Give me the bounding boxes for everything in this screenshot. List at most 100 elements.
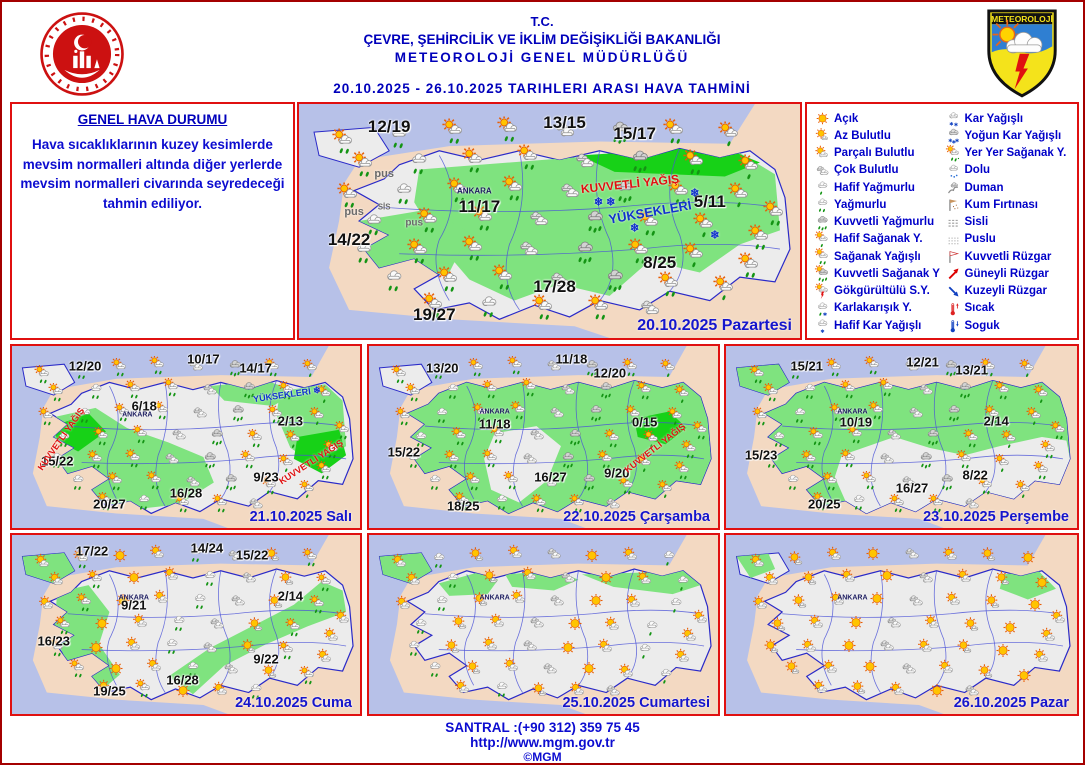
legend-item: Parçalı Bulutlu (814, 145, 943, 162)
temperature-label: 16/23 (37, 633, 71, 649)
map-annotation: ❄ (690, 187, 700, 200)
hafif-yagmurlu-icon (814, 179, 831, 196)
cok-bulutlu-icon (814, 162, 831, 179)
map-annotation: pus (344, 205, 364, 218)
temperature-label: 8/22 (962, 467, 988, 483)
page-title-date-range: 20.10.2025 - 26.10.2025 TARIHLERI ARASI … (333, 81, 751, 96)
general-status-text: Hava sıcaklıklarının kuzey kesimlerde me… (20, 137, 285, 211)
map-date-label: 21.10.2025 Salı (249, 509, 352, 525)
footer-copyright: ©MGM (523, 750, 562, 764)
sicak-icon (945, 300, 962, 317)
forecast-map-wednesday: 13/20 11/18 12/20 11/18 0/15 15/22 9/20 16/27 18… (367, 344, 720, 530)
legend-item: Güneyli Rüzgar (945, 265, 1074, 282)
legend-item-label: Hafif Yağmurlu (834, 181, 915, 194)
kar-icon (945, 110, 962, 127)
acik-icon (814, 110, 831, 127)
temperature-label: 2/13 (277, 413, 304, 429)
temperature-label: 15/23 (744, 447, 778, 463)
header-directorate: METEOROLOJİ GENEL MÜDÜRLÜĞÜ (394, 50, 690, 65)
temperature-label: 12/19 (367, 117, 411, 137)
shield-logo-text: METEOROLOJİ (991, 14, 1053, 24)
temperature-label: 16/28 (166, 672, 199, 688)
saganak-icon (814, 247, 831, 265)
temperature-label: 13/21 (955, 362, 988, 378)
legend-item-label: Duman (964, 181, 1004, 194)
temperature-label: 16/27 (895, 480, 929, 496)
temperature-label: 15/17 (613, 124, 656, 144)
guneyli-ruzgar-icon (945, 265, 962, 282)
legend-item: Yağmurlu (814, 196, 943, 213)
hafif-kar-icon (814, 317, 831, 334)
forecast-map-saturday: ANKARA 25.10.2025 Cumartesi (367, 533, 720, 716)
legend-item: Yer Yer Sağanak Y. (945, 144, 1074, 162)
duman-icon (945, 179, 962, 196)
legend-item-label: Açık (834, 112, 859, 125)
puslu-icon (945, 231, 962, 248)
legend-item: Sağanak Yağışlı (814, 247, 943, 265)
legend-item: Az Bulutlu (814, 127, 943, 144)
yer-yer-saganak-icon (945, 144, 962, 162)
soguk-icon (945, 317, 962, 334)
legend-item-label: Az Bulutlu (834, 129, 891, 142)
forecast-map-sunday: ANKARA 26.10.2025 Pazar (724, 533, 1079, 716)
map-annotation: ANKARA (837, 408, 868, 416)
temperature-label: 12/20 (68, 358, 102, 374)
ministry-emblem-logo (28, 10, 136, 98)
legend-item-label: Kuzeyli Rüzgar (964, 285, 1047, 297)
legend-item: Kum Fırtınası (945, 196, 1074, 213)
legend-item-label: Dolu (964, 164, 991, 177)
legend-item-label: Kuvvetli Yağmurlu (834, 216, 935, 228)
karla-karisik-icon (814, 300, 831, 317)
legend-item: Hafif Yağmurlu (814, 179, 943, 196)
forecast-map-thursday: 15/21 12/21 13/21 10/19 2/14 15/23 8/22 16/27 20… (724, 344, 1079, 530)
hafif-saganak-icon (814, 230, 831, 248)
legend-item: Kuvvetli Sağanak Y (814, 264, 943, 283)
map-annotation: ANKARA (837, 594, 868, 602)
temperature-label: 11/18 (555, 351, 588, 367)
temperature-label: 13/15 (543, 112, 586, 132)
legend-item-label: Kuvvetli Rüzgar (964, 250, 1052, 263)
temperature-label: 14/17 (239, 360, 272, 376)
temperature-label: 17/22 (75, 543, 109, 559)
legend-item-label: Kum Fırtınası (964, 198, 1038, 211)
map-date-label: 26.10.2025 Pazar (953, 695, 1069, 711)
header-tc: T.C. (530, 14, 554, 29)
temperature-label: 12/21 (906, 354, 939, 370)
footer-url[interactable]: http://www.mgm.gov.tr (470, 735, 615, 750)
temperature-label: 16/28 (169, 485, 203, 501)
map-annotation: pus (405, 217, 424, 229)
az-bulutlu-icon (814, 127, 831, 144)
legend-item-label: Hafif Kar Yağışlı (834, 319, 922, 332)
map-annotation: ANKARA (479, 594, 510, 602)
dolu-icon (945, 162, 962, 179)
temperature-label: 8/25 (643, 253, 677, 273)
header-ministry: ÇEVRE, ŞEHİRCİLİK VE İKLİM DEĞİŞİKLİĞİ B… (363, 32, 721, 47)
temperature-label: 10/17 (187, 351, 220, 367)
legend-item: Dolu (945, 162, 1074, 179)
legend-item: Yoğun Kar Yağışlı (945, 127, 1074, 144)
temperature-label: 11/18 (478, 416, 511, 432)
forecast-map-monday: 12/19 13/15 15/17 11/17 5/11 14/22 8/25 17/28 19… (297, 102, 802, 340)
legend-panel: Açık Az Bulutlu Parçalı Bulutlu Çok Bulutlu… (805, 102, 1079, 340)
temperature-label: 18/25 (446, 498, 480, 514)
legend-item-label: Kar Yağışlı (964, 112, 1024, 125)
map-annotation: ANKARA (457, 186, 492, 196)
temperature-label: 17/28 (533, 276, 576, 296)
legend-item-label: Kuvvetli Sağanak Y (834, 267, 940, 280)
yogun-kar-icon (945, 127, 962, 144)
map-date-label: 22.10.2025 Çarşamba (563, 509, 710, 525)
kuvvetli-ruzgar-icon (945, 248, 962, 265)
legend-item: Puslu (945, 231, 1074, 248)
legend-item-label: Parçalı Bulutlu (834, 147, 915, 159)
yagmurlu-icon (814, 196, 831, 213)
footer-phone: SANTRAL :(+90 312) 359 75 45 (445, 720, 640, 735)
legend-item: Kuzeyli Rüzgar (945, 283, 1074, 300)
map-date-label: 25.10.2025 Cumartesi (562, 695, 710, 711)
temperature-label: 9/23 (253, 469, 279, 485)
legend-item-label: Sağanak Yağışlı (834, 250, 921, 263)
legend-item: Karlakarışık Y. (814, 300, 943, 317)
map-annotation: ANKARA (122, 411, 153, 419)
temperature-label: 9/22 (253, 651, 279, 666)
legend-item-label: Yoğun Kar Yağışlı (964, 129, 1062, 142)
